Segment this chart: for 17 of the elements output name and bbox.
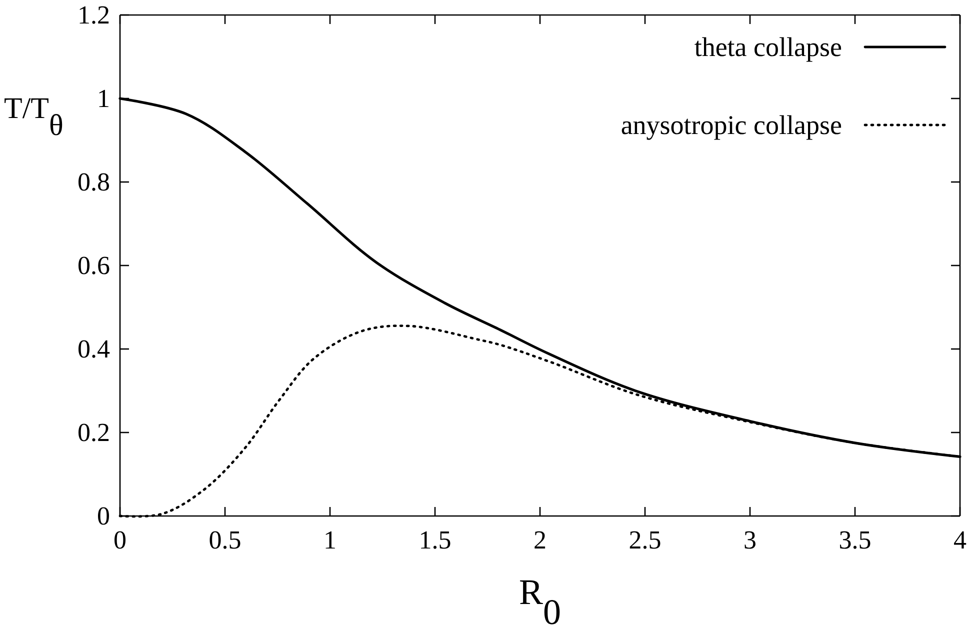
legend-label: theta collapse	[694, 32, 842, 62]
y-tick-label: 1	[97, 84, 110, 113]
x-tick-label: 4	[954, 525, 966, 554]
legend-label: anysotropic collapse	[620, 110, 842, 140]
y-tick-label: 0.6	[78, 250, 110, 280]
y-tick-label: 0.2	[78, 418, 110, 447]
x-tick-label: 2.5	[628, 525, 662, 554]
x-tick-label: 3.5	[838, 525, 872, 554]
y-tick-label: 1.2	[78, 0, 110, 30]
y-tick-label: 0.8	[78, 167, 110, 196]
x-tick-label: 3	[744, 525, 756, 554]
y-tick-label: 0.4	[78, 334, 110, 364]
x-tick-label: 1.5	[418, 525, 452, 554]
x-tick-label: 2	[534, 525, 546, 554]
x-tick-label: 1	[324, 525, 336, 554]
y-tick-label: 0	[97, 501, 110, 530]
x-tick-label: 0.5	[208, 525, 242, 554]
